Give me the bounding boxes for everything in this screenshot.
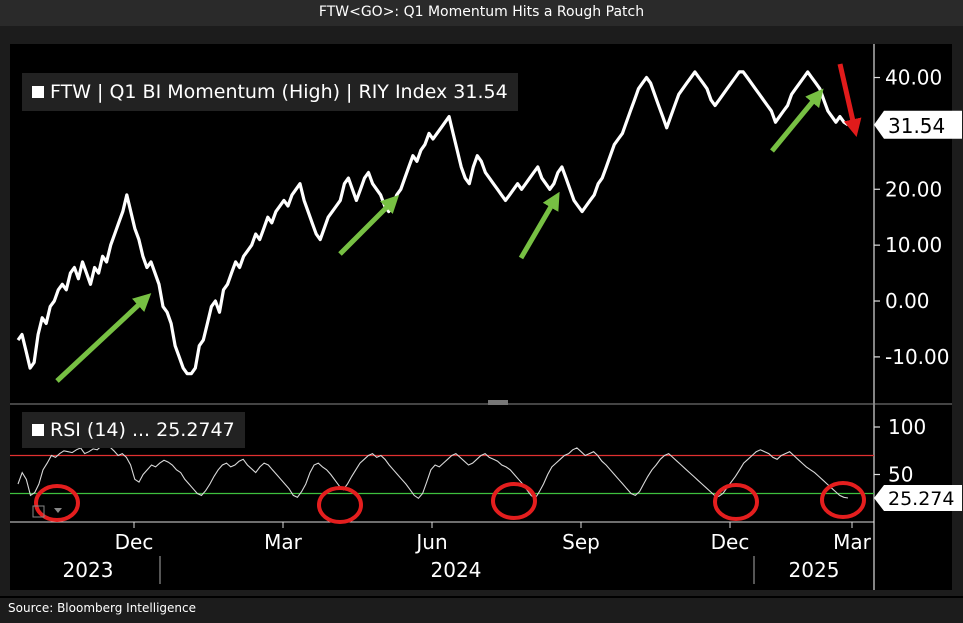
y-tick-label: -10.00	[885, 345, 949, 369]
y-tick-label: 0.00	[885, 289, 930, 313]
source-note: Source: Bloomberg Intelligence	[0, 598, 963, 623]
up-arrow-3	[518, 191, 560, 260]
x-tick-label: Mar	[264, 530, 303, 554]
panel-resize-handle[interactable]	[488, 400, 508, 405]
price-line	[16, 70, 849, 376]
y-tick-label: 10.00	[885, 233, 942, 257]
x-tick-label: Mar	[833, 530, 872, 554]
oversold-circles	[34, 481, 866, 524]
rsi-line	[17, 443, 849, 500]
x-tick-label: Dec	[711, 530, 750, 554]
down-arrow	[837, 63, 862, 138]
legend-swatch	[32, 424, 44, 436]
x-tick-label: Sep	[562, 530, 600, 554]
year-label: 2024	[431, 558, 482, 582]
rsi-tick-label: 50	[888, 463, 913, 487]
rsi-legend-label: RSI (14) ... 25.2747	[50, 419, 235, 441]
oversold-circle-1	[34, 484, 80, 522]
up-arrow-2	[338, 194, 400, 256]
y-tick-label: 20.00	[885, 177, 942, 201]
up-arrow-4	[770, 88, 824, 153]
year-label: 2023	[63, 558, 114, 582]
oversold-circle-4	[713, 483, 759, 521]
main-legend-label: FTW | Q1 BI Momentum (High) | RIY Index …	[50, 81, 508, 103]
oversold-circle-2	[317, 486, 363, 524]
rsi-legend: RSI (14) ... 25.2747	[22, 412, 245, 448]
x-tick-label: Dec	[115, 530, 154, 554]
dropdown-icon[interactable]	[54, 508, 62, 513]
oversold-circle-5	[820, 481, 866, 519]
oversold-circle-3	[491, 482, 537, 520]
legend-swatch	[32, 86, 44, 98]
up-arrow-1	[55, 293, 152, 383]
x-tick-label: Jun	[414, 530, 447, 554]
chart-title: FTW<GO>: Q1 Momentum Hits a Rough Patch	[0, 0, 963, 26]
rsi-last-value-text: 25.274	[888, 488, 954, 510]
rsi-last-value-tag	[874, 484, 962, 511]
expand-icon[interactable]	[32, 505, 45, 518]
chart-panel	[10, 44, 952, 590]
annotation-arrows	[55, 63, 862, 383]
last-value-text: 31.54	[888, 114, 945, 138]
rsi-tick-label: 100	[888, 415, 926, 439]
year-label: 2025	[789, 558, 840, 582]
y-tick-label: 40.00	[885, 66, 942, 90]
main-legend: FTW | Q1 BI Momentum (High) | RIY Index …	[22, 73, 518, 111]
last-value-tag	[874, 110, 962, 139]
